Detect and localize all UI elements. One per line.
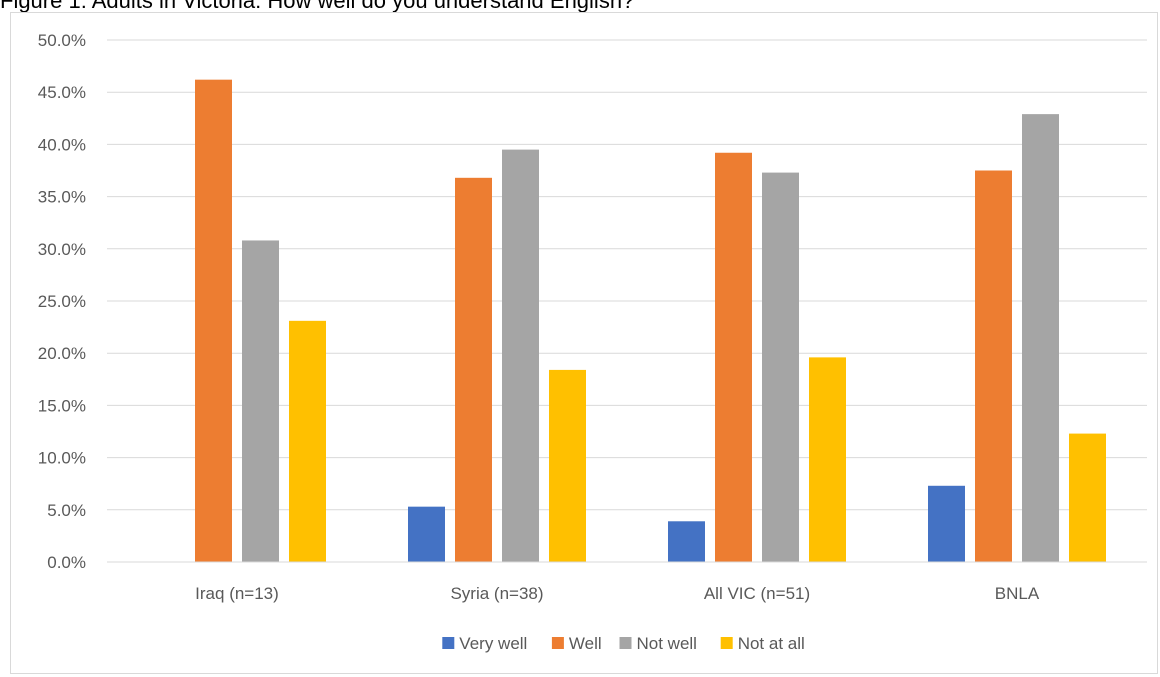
y-tick-label: 25.0%	[38, 292, 86, 311]
bar-very-well	[668, 521, 705, 562]
legend-swatch	[720, 637, 733, 649]
bar-not-at-all	[289, 320, 326, 562]
x-axis-ticks: Iraq (n=13) Syria (n=38) All VIC (n=51) BNL…	[195, 584, 1040, 603]
y-tick-label: 35.0%	[38, 188, 86, 207]
legend-label: Very well	[459, 634, 527, 653]
bar-not-well	[1022, 114, 1059, 563]
legend-swatch	[619, 637, 632, 649]
y-tick-label: 0.0%	[47, 553, 86, 572]
y-tick-label: 45.0%	[38, 83, 86, 102]
bar-not-at-all	[1069, 433, 1106, 562]
y-tick-label: 15.0%	[38, 396, 86, 415]
gridlines	[107, 39, 1147, 511]
bar-not-well	[762, 172, 799, 562]
legend-swatch	[442, 637, 455, 649]
x-tick-label: BNLA	[995, 584, 1040, 603]
y-tick-label: 30.0%	[38, 240, 86, 259]
legend-item: Not well	[619, 634, 697, 653]
x-tick-label: Iraq (n=13)	[195, 584, 279, 603]
legend-swatch	[551, 637, 564, 649]
bar-well	[455, 177, 492, 563]
bar-not-well	[242, 240, 279, 562]
bars	[195, 79, 1106, 563]
legend-label: Well	[569, 634, 602, 653]
y-tick-label: 10.0%	[38, 449, 86, 468]
y-tick-label: 5.0%	[47, 501, 86, 520]
legend-item: Not at all	[720, 634, 805, 653]
bar-well	[715, 152, 752, 562]
y-axis-ticks: 0.0% 5.0% 10.0% 15.0% 20.0% 25.0% 30.0% 35.0% 40…	[38, 31, 86, 572]
legend: Very well Well Not well Not at all	[442, 634, 805, 653]
legend-label: Not well	[637, 634, 697, 653]
legend-label: Not at all	[738, 634, 805, 653]
y-tick-label: 20.0%	[38, 344, 86, 363]
bar-very-well	[408, 506, 445, 562]
legend-item: Very well	[442, 634, 527, 653]
y-tick-label: 50.0%	[38, 31, 86, 50]
bar-not-at-all	[809, 357, 846, 562]
figure-title: Figure 1: Adults in Victoria: How well d…	[0, 0, 635, 13]
bar-well	[975, 170, 1012, 562]
legend-item: Well	[551, 634, 602, 653]
bar-very-well	[928, 485, 965, 562]
x-tick-label: All VIC (n=51)	[704, 584, 810, 603]
bar-well	[195, 79, 232, 562]
y-tick-label: 40.0%	[38, 135, 86, 154]
bar-not-at-all	[549, 369, 586, 562]
bar-not-well	[502, 149, 539, 562]
x-tick-label: Syria (n=38)	[450, 584, 543, 603]
